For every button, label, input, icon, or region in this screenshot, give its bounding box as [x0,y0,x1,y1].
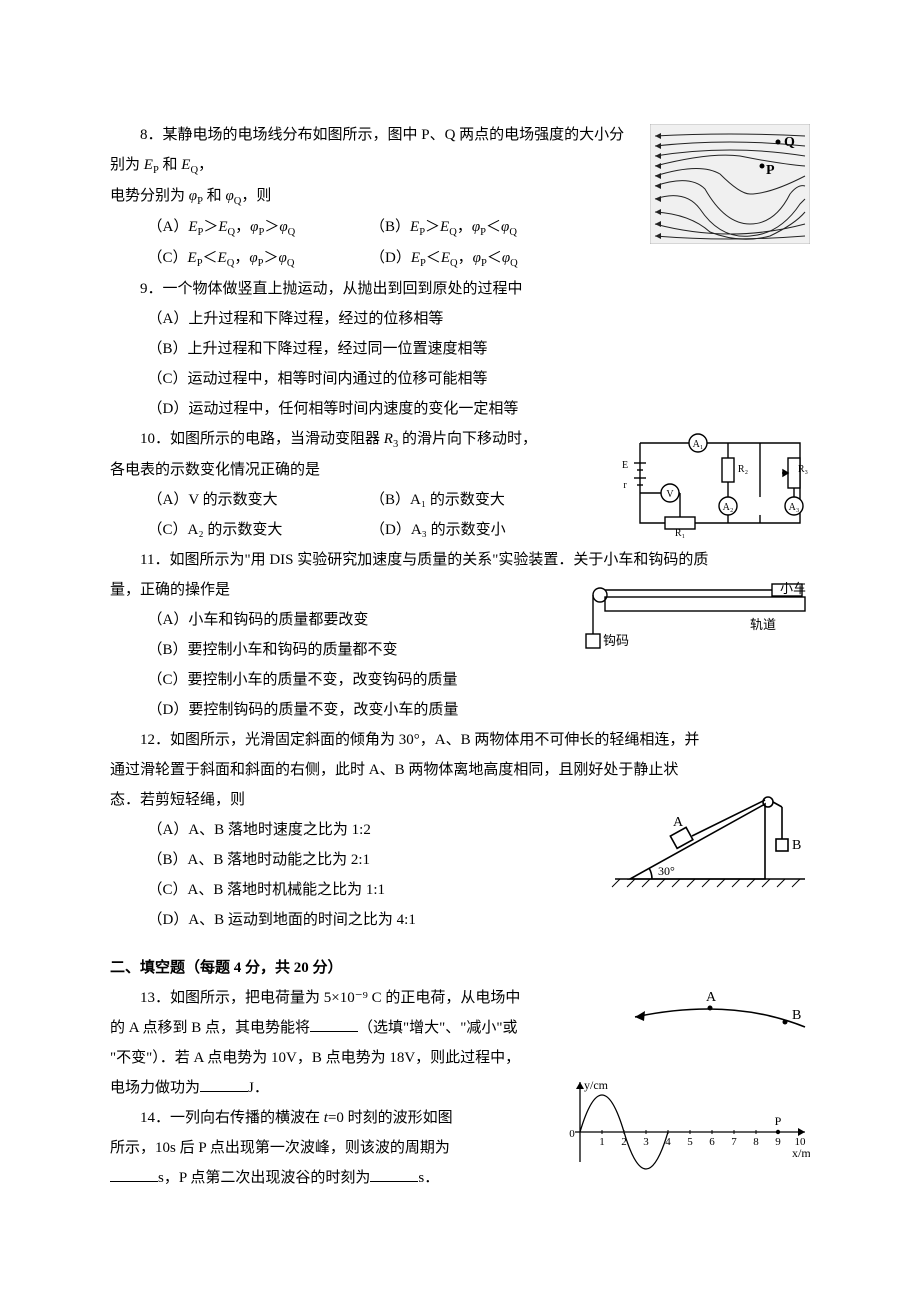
svg-text:E: E [622,460,628,471]
svg-text:A: A [673,815,684,830]
svg-text:A₃: A₃ [789,502,800,513]
svg-text:P: P [775,1114,782,1128]
q9-option-c: （C）运动过程中，相等时间内通过的位移可能相等 [110,364,810,394]
svg-text:y/cm: y/cm [584,1078,609,1092]
section2-heading: 二、填空题（每题 4 分，共 20 分） [110,953,810,983]
q10-options-row1: （A）V 的示数变大 （B）A₁ 的示数变大 [110,485,598,515]
q8-options-row1: （A）EP＞EQ，φP＞φQ （B）EP＞EQ，φP＜φQ [110,212,638,243]
svg-text:A: A [706,990,717,1005]
svg-text:2: 2 [621,1136,627,1148]
q9-option-d: （D）运动过程中，任何相等时间内速度的变化一定相等 [110,394,810,424]
svg-text:轨道: 轨道 [750,617,776,632]
svg-text:钩码: 钩码 [603,633,629,648]
svg-text:x/m: x/m [792,1146,810,1160]
q8-option-a: （A）EP＞EQ，φP＞φQ [110,212,370,243]
q10-option-c: （C）A₂ 的示数变大 [110,515,370,545]
q9-stem: 9．一个物体做竖直上抛运动，从抛出到回到原处的过程中 [110,274,810,304]
q8-EP: E [144,157,153,173]
svg-text:r: r [623,480,627,491]
svg-text:R₃: R₃ [798,464,808,475]
svg-text:小车: 小车 [780,581,806,596]
q12-stem-line1: 12．如图所示，光滑固定斜面的倾角为 30°，A、B 两物体用不可伸长的轻绳相连… [110,725,810,755]
q9-option-a: （A）上升过程和下降过程，经过的位移相等 [110,304,810,334]
svg-text:B: B [792,838,801,853]
q11-option-c: （C）要控制小车的质量不变，改变钩码的质量 [110,665,810,695]
q8-options-row2: （C）EP＜EQ，φP＞φQ （D）EP＜EQ，φP＜φQ [110,243,638,274]
svg-text:Q: Q [784,135,795,150]
svg-text:V: V [666,489,674,500]
q8-option-b: （B）EP＞EQ，φP＜φQ [370,212,517,243]
q10-option-b: （B）A₁ 的示数变大 [370,485,505,515]
svg-text:A₁: A₁ [693,439,704,450]
svg-text:9: 9 [775,1136,781,1148]
svg-text:3: 3 [643,1136,649,1148]
svg-text:6: 6 [709,1136,715,1148]
svg-text:8: 8 [753,1136,759,1148]
svg-text:R₁: R₁ [675,528,685,538]
q10-circuit-figure: A₁ V A₂ A₃ E r R₁ R₂ R₃ [610,428,810,538]
q10-option-d: （D）A₃ 的示数变小 [370,515,506,545]
q9-option-b: （B）上升过程和下降过程，经过同一位置速度相等 [110,334,810,364]
svg-text:R₂: R₂ [738,464,748,475]
svg-text:P: P [766,163,775,178]
q14-wave-figure: 1 2 3 4 5 6 7 8 9 10 0 y/cm x/m P [560,1077,810,1172]
q11-stem-line1: 11．如图所示为"用 DIS 实验研究加速度与质量的关系"实验装置．关于小车和钩… [110,545,810,575]
q13-blank2 [200,1076,248,1092]
q13-field-figure: A B [620,987,810,1052]
q8-option-d: （D）EP＜EQ，φP＜φQ [370,243,518,274]
q12-option-d: （D）A、B 运动到地面的时间之比为 4:1 [110,905,810,935]
q13-blank1 [310,1016,358,1032]
q8-field-lines-figure: Q P [650,124,810,244]
svg-text:4: 4 [665,1136,671,1148]
svg-text:7: 7 [731,1136,737,1148]
q12-stem-line2: 通过滑轮置于斜面和斜面的右侧，此时 A、B 两物体离地高度相同，且刚好处于静止状 [110,755,810,785]
q12-incline-figure: A B 30° [610,789,810,894]
q11-option-d: （D）要控制钩码的质量不变，改变小车的质量 [110,695,810,725]
svg-text:5: 5 [687,1136,693,1148]
q11-dis-setup-figure: 小车 轨道 钩码 [550,579,810,669]
svg-text:A₂: A₂ [723,502,734,513]
q10-options-row2: （C）A₂ 的示数变大 （D）A₃ 的示数变小 [110,515,598,545]
svg-text:1: 1 [599,1136,605,1148]
q10-option-a: （A）V 的示数变大 [110,485,370,515]
svg-text:30°: 30° [658,864,675,878]
svg-text:0: 0 [569,1128,575,1140]
q14-blank1 [110,1166,158,1182]
svg-text:B: B [792,1008,801,1023]
q14-blank2 [370,1166,418,1182]
q8-option-c: （C）EP＜EQ，φP＞φQ [110,243,370,274]
